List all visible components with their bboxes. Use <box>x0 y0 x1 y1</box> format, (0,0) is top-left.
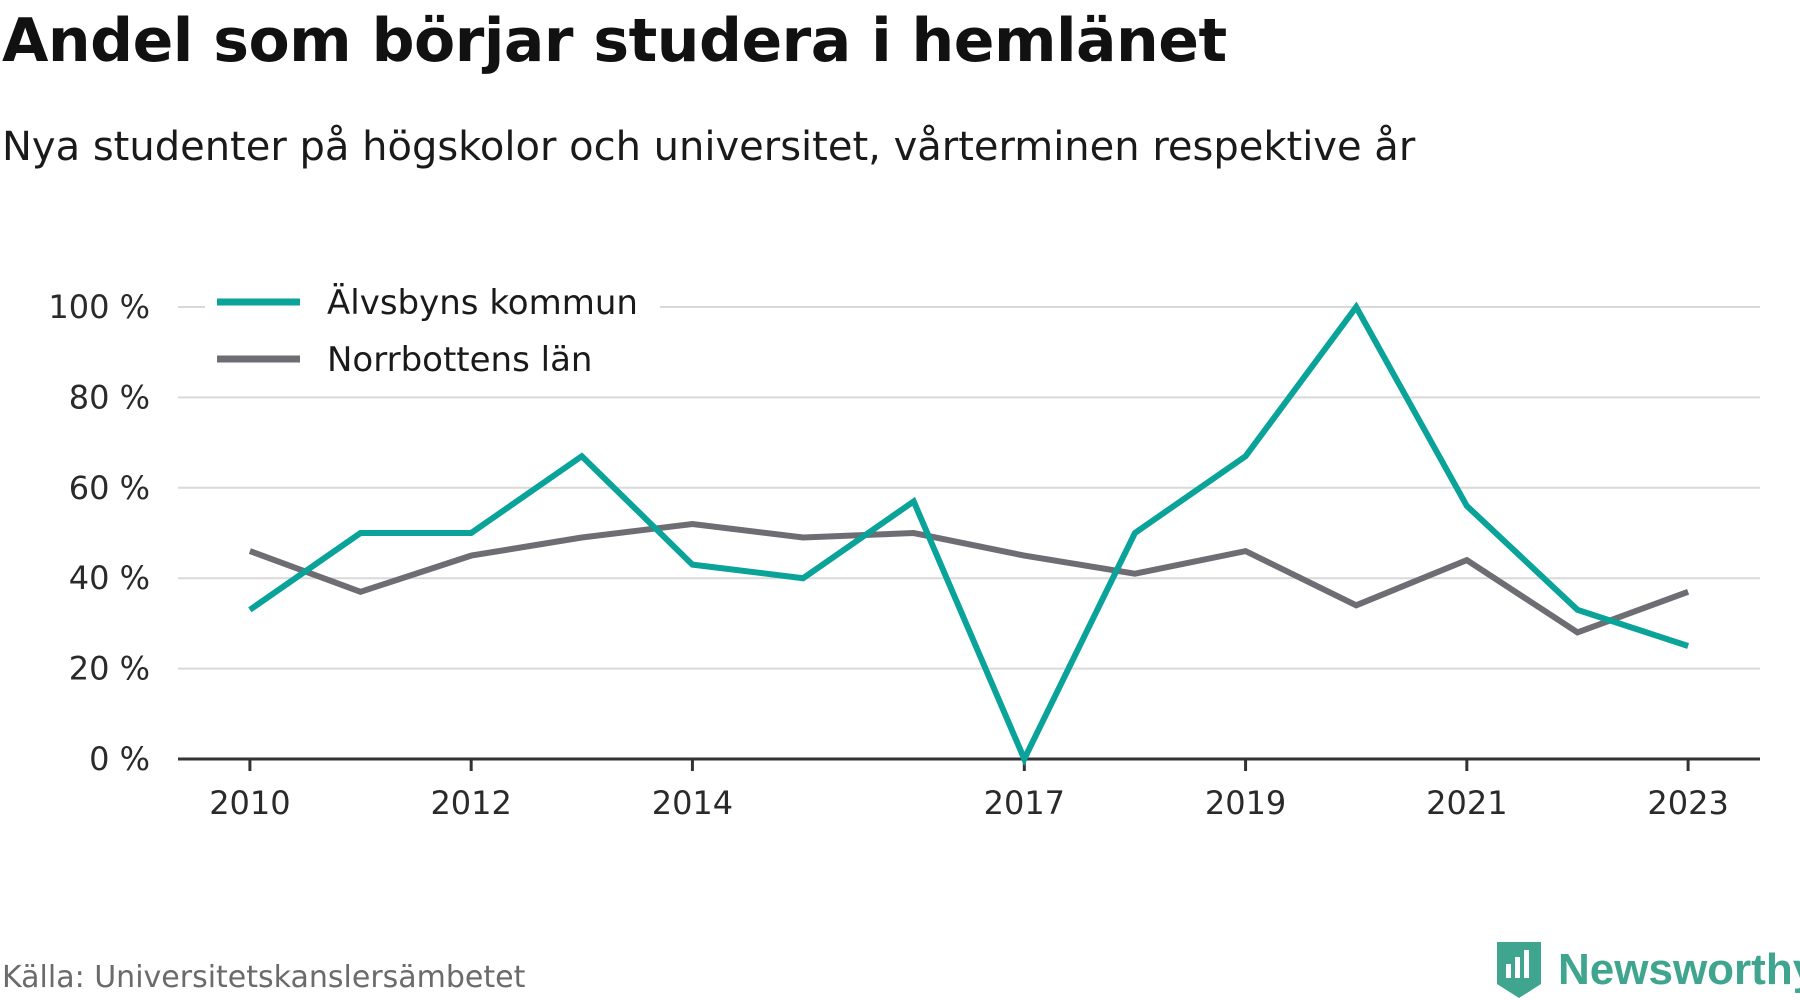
legend-label: Norrbottens län <box>327 340 592 380</box>
x-tick-label: 2017 <box>984 784 1065 822</box>
x-axis: 2010 2012 2014 2017 2019 2021 2023 <box>178 757 1760 822</box>
x-tick-label: 2010 <box>209 784 290 822</box>
legend-label: Älvsbyns kommun <box>327 283 638 323</box>
series-line-norrbotten <box>248 520 1690 636</box>
x-tick-label: 2014 <box>652 784 733 822</box>
y-tick-label: 20 % <box>69 650 150 688</box>
y-tick-label: 40 % <box>69 559 150 597</box>
series-lines <box>248 301 1690 767</box>
y-tick-label: 100 % <box>48 288 150 326</box>
chart-title: Andel som börjar studera i hemlänet <box>2 6 1227 76</box>
x-tick-label: 2012 <box>430 784 511 822</box>
legend: Älvsbyns kommun Norrbottens län <box>205 270 660 396</box>
newsworthy-logo-icon <box>1497 942 1541 998</box>
legend-background <box>205 270 660 396</box>
line-chart: 0 %20 %40 %60 %80 %100 % 2010 2012 2014 201… <box>48 270 1760 822</box>
chart-subtitle: Nya studenter på högskolor och universit… <box>2 124 1416 170</box>
y-axis-labels: 0 % 20 % 40 % 60 % 80 % 100 % <box>48 288 150 778</box>
x-tick-label: 2023 <box>1647 784 1728 822</box>
y-tick-label: 60 % <box>69 469 150 507</box>
y-tick-label: 0 % <box>89 740 150 778</box>
brand-name: Newsworthy <box>1558 945 1800 994</box>
x-tick-label: 2021 <box>1426 784 1507 822</box>
series-line-alvsbyn <box>248 301 1690 767</box>
source-note: Källa: Universitetskanslersämbetet <box>2 960 526 995</box>
y-tick-label: 80 % <box>69 378 150 416</box>
x-tick-label: 2019 <box>1205 784 1286 822</box>
brand-logo: Newsworthy <box>1494 940 1800 1000</box>
